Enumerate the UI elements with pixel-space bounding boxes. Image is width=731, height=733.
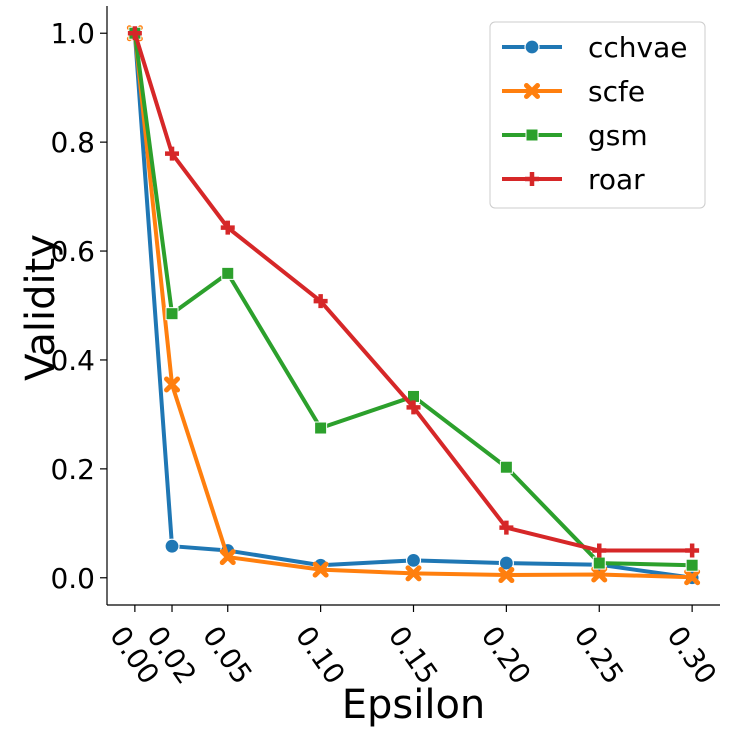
data-point-roar (127, 26, 142, 41)
data-point-roar (499, 520, 514, 535)
series (126, 25, 701, 586)
data-point-scfe (164, 376, 181, 393)
data-point-roar (313, 294, 328, 309)
data-point-cchvae (498, 555, 514, 571)
y-tick-label: 0.4 (50, 344, 95, 377)
x-tick-label: 0.15 (382, 620, 445, 690)
series-line-cchvae (132, 31, 695, 580)
legend-item-cchvae: cchvae (502, 31, 688, 64)
data-point-roar (220, 220, 235, 235)
y-tick-label: 0.2 (50, 453, 95, 486)
x-tick-label: 0.25 (568, 620, 631, 690)
ticks: 0.00.20.40.60.81.00.000.020.05 0.10 0.15 0.… (50, 17, 723, 690)
data-point-roar (592, 543, 607, 558)
x-axis-title: Epsilon (342, 682, 486, 728)
legend-marker (525, 128, 539, 142)
y-tick-label: 1.0 (50, 17, 95, 50)
legend-box (489, 21, 706, 209)
series-line-scfe (132, 31, 695, 580)
legend-label: cchvae (588, 31, 688, 64)
data-point-gsm (165, 307, 179, 321)
data-point-cchvae (164, 538, 180, 554)
y-tick-label: 0.6 (50, 235, 95, 268)
x-tick-label: 0.05 (196, 620, 259, 690)
legend-marker (525, 172, 539, 186)
data-point-gsm (685, 558, 699, 572)
data-point-cchvae (405, 552, 422, 568)
legend-item-roar: roar (502, 163, 645, 196)
data-point-gsm (221, 266, 235, 280)
legend: cchvae scfe gsm roar (489, 21, 706, 209)
data-point-scfe (498, 567, 515, 584)
legend-label: gsm (588, 119, 648, 152)
data-point-scfe (591, 566, 608, 583)
data-point-roar (406, 400, 421, 415)
data-point-scfe (312, 561, 329, 578)
legend-item-scfe: scfe (502, 75, 645, 108)
legend-marker (524, 83, 540, 99)
legend-label: scfe (588, 75, 645, 108)
data-point-gsm (499, 460, 513, 474)
legend-marker (524, 39, 540, 55)
x-tick-label: 0.20 (475, 620, 538, 690)
data-point-gsm (314, 421, 328, 435)
x-tick-label: 0.10 (289, 620, 352, 690)
data-point-gsm (592, 556, 606, 570)
data-point-scfe (684, 569, 701, 586)
y-tick-label: 0.8 (50, 126, 95, 159)
legend-item-gsm: gsm (502, 119, 648, 152)
y-axis-title: Validity (18, 234, 64, 381)
legend-label: roar (588, 163, 645, 196)
y-tick-label: 0.0 (50, 562, 95, 595)
series-line-roar (132, 31, 695, 553)
data-point-roar (165, 146, 180, 161)
series-roar (127, 26, 700, 558)
data-point-scfe (219, 549, 236, 566)
x-tick-label: 0.30 (660, 620, 723, 690)
data-point-roar (685, 543, 700, 558)
data-point-scfe (405, 565, 422, 582)
